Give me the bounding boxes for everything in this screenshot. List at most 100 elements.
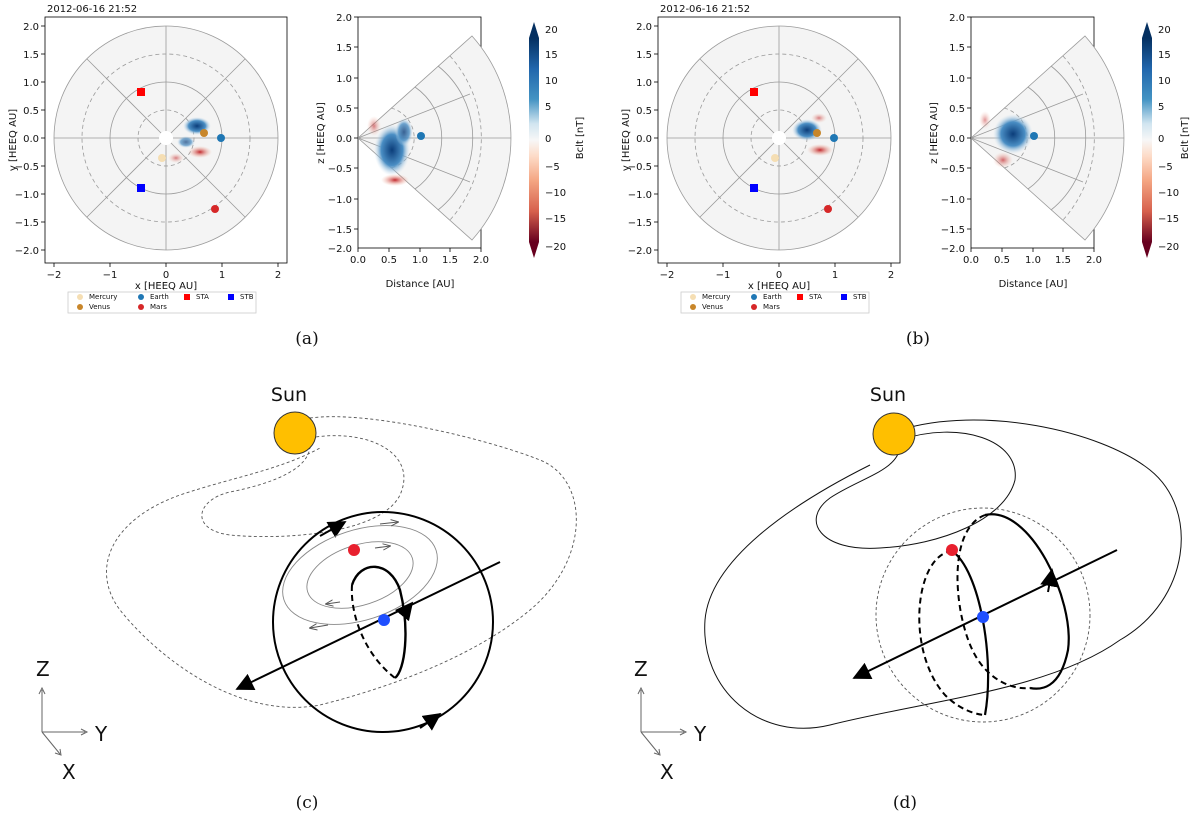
earth-marker-b bbox=[830, 134, 838, 142]
stb-marker bbox=[137, 184, 145, 192]
svg-text:−1: −1 bbox=[103, 270, 118, 281]
mars-marker-b bbox=[824, 205, 832, 213]
svg-text:0.5: 0.5 bbox=[949, 104, 965, 115]
svg-text:Mars: Mars bbox=[763, 303, 780, 311]
xz-x-tick-labels-b: 0.0 0.5 1.0 1.5 2.0 bbox=[963, 255, 1102, 266]
svg-text:Venus: Venus bbox=[89, 303, 110, 311]
svg-text:−1.0: −1.0 bbox=[941, 195, 965, 206]
svg-text:0: 0 bbox=[163, 270, 169, 281]
svg-text:−0.5: −0.5 bbox=[628, 162, 652, 173]
svg-text:2.0: 2.0 bbox=[473, 255, 489, 266]
svg-text:STA: STA bbox=[809, 293, 822, 301]
svg-text:0.5: 0.5 bbox=[23, 106, 39, 117]
svg-text:2.0: 2.0 bbox=[23, 22, 39, 33]
venus-marker-b bbox=[813, 129, 821, 137]
xz-ylabel-a: z [HEEQ AU] bbox=[316, 102, 327, 164]
svg-text:−1.0: −1.0 bbox=[15, 190, 39, 201]
xy-ylabel-a: y [HEEQ AU] bbox=[8, 109, 19, 171]
xz-y-tick-labels-b: 2.0 1.5 1.0 0.5 0.0 −0.5 −1.0 −1.5 −2.0 bbox=[941, 13, 965, 255]
x-axis-label-c: X bbox=[62, 760, 76, 784]
svg-text:1.0: 1.0 bbox=[23, 78, 39, 89]
svg-text:−20: −20 bbox=[1158, 242, 1179, 253]
svg-text:1.0: 1.0 bbox=[636, 78, 652, 89]
svg-text:0.0: 0.0 bbox=[350, 255, 366, 266]
bclt-field-xz-a bbox=[367, 116, 413, 186]
svg-text:10: 10 bbox=[1158, 76, 1171, 87]
stb-marker-b bbox=[750, 184, 758, 192]
sta-marker bbox=[137, 88, 145, 96]
svg-text:STB: STB bbox=[853, 293, 867, 301]
svg-text:1.5: 1.5 bbox=[442, 255, 458, 266]
xz-ylabel-b: z [HEEQ AU] bbox=[929, 102, 940, 164]
svg-text:2.0: 2.0 bbox=[1086, 255, 1102, 266]
earth-marker bbox=[217, 134, 225, 142]
svg-text:0.0: 0.0 bbox=[963, 255, 979, 266]
svg-text:2.0: 2.0 bbox=[636, 22, 652, 33]
svg-text:−2.0: −2.0 bbox=[628, 246, 652, 257]
svg-text:1.0: 1.0 bbox=[412, 255, 428, 266]
svg-text:−0.5: −0.5 bbox=[15, 162, 39, 173]
svg-text:−1.0: −1.0 bbox=[628, 190, 652, 201]
y-axis-label-d: Y bbox=[693, 722, 707, 746]
svg-text:0.5: 0.5 bbox=[336, 104, 352, 115]
svg-text:−5: −5 bbox=[545, 162, 560, 173]
y-axis-label-c: Y bbox=[94, 722, 108, 746]
panel-d: Sun Z Y X (d) bbox=[634, 384, 1182, 813]
svg-text:−20: −20 bbox=[545, 242, 566, 253]
coordinate-axes-d bbox=[637, 686, 688, 756]
sta-marker-b bbox=[750, 88, 758, 96]
flux-rope-outline-c bbox=[106, 416, 577, 708]
svg-text:20: 20 bbox=[545, 25, 558, 36]
panel-c: Sun Z Y X (c) bbox=[36, 384, 577, 813]
rope-axis-c bbox=[235, 561, 501, 691]
svg-text:−10: −10 bbox=[545, 188, 566, 199]
svg-text:5: 5 bbox=[1158, 102, 1164, 113]
svg-text:Mars: Mars bbox=[150, 303, 167, 311]
svg-text:2.0: 2.0 bbox=[949, 13, 965, 24]
svg-text:Mercury: Mercury bbox=[89, 293, 117, 301]
cross-section-circle-c bbox=[272, 511, 494, 733]
red-point-d bbox=[946, 544, 958, 556]
svg-text:5: 5 bbox=[545, 102, 551, 113]
svg-text:0.5: 0.5 bbox=[994, 255, 1010, 266]
cross-section-circle-d bbox=[875, 507, 1091, 723]
svg-text:0.5: 0.5 bbox=[636, 106, 652, 117]
svg-text:Earth: Earth bbox=[150, 293, 169, 301]
sun-label-d: Sun bbox=[870, 384, 906, 406]
bclt-field-xz-b bbox=[979, 111, 1033, 168]
earth-marker-xz-b bbox=[1030, 132, 1038, 140]
svg-text:−15: −15 bbox=[545, 214, 566, 225]
sun-d bbox=[872, 412, 916, 456]
svg-text:1: 1 bbox=[219, 270, 225, 281]
svg-text:−5: −5 bbox=[1158, 162, 1173, 173]
svg-text:10: 10 bbox=[545, 76, 558, 87]
x-axis-label-d: X bbox=[660, 760, 674, 784]
blue-point-c bbox=[378, 614, 390, 626]
svg-text:1.5: 1.5 bbox=[636, 50, 652, 61]
svg-text:−0.5: −0.5 bbox=[328, 164, 352, 175]
svg-text:−1.5: −1.5 bbox=[15, 218, 39, 229]
caption-d: (d) bbox=[893, 793, 917, 813]
sun-label-c: Sun bbox=[271, 384, 307, 406]
svg-text:0: 0 bbox=[545, 134, 551, 145]
svg-text:−10: −10 bbox=[1158, 188, 1179, 199]
xz-x-tick-labels: 0.0 0.5 1.0 1.5 2.0 bbox=[350, 255, 489, 266]
flux-rope-inner-c bbox=[201, 435, 405, 538]
svg-text:Bclt [nT]: Bclt [nT] bbox=[575, 117, 586, 160]
field-line-ellipse-1 bbox=[282, 525, 438, 625]
svg-text:Bclt [nT]: Bclt [nT] bbox=[1180, 117, 1191, 160]
mercury-marker-b bbox=[771, 154, 779, 162]
xz-xlabel-b: Distance [AU] bbox=[999, 279, 1068, 290]
timestamp-a: 2012-06-16 21:52 bbox=[47, 4, 137, 15]
svg-text:Mercury: Mercury bbox=[702, 293, 730, 301]
mars-marker bbox=[211, 205, 219, 213]
flux-rope-outline-d bbox=[704, 419, 1182, 729]
svg-text:−1.5: −1.5 bbox=[941, 225, 965, 236]
svg-text:1.5: 1.5 bbox=[23, 50, 39, 61]
svg-text:Venus: Venus bbox=[702, 303, 723, 311]
z-axis-label-c: Z bbox=[36, 657, 50, 681]
bclt-field-xy-b bbox=[792, 113, 833, 156]
svg-text:0.0: 0.0 bbox=[949, 134, 965, 145]
svg-text:Earth: Earth bbox=[763, 293, 782, 301]
